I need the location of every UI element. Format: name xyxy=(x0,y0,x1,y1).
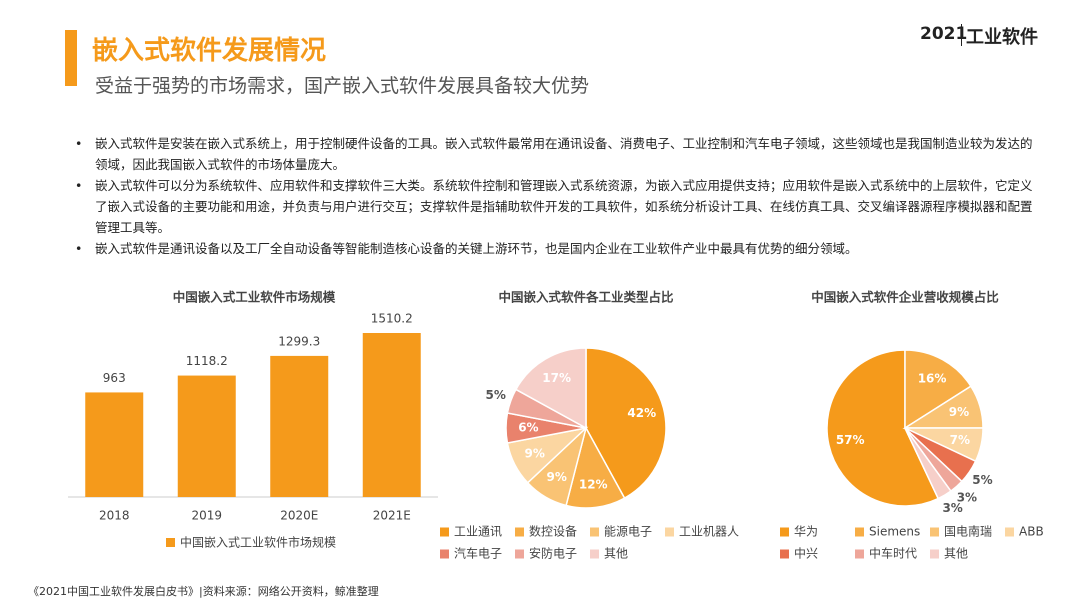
legend-label: ABB xyxy=(1019,525,1044,539)
value-label: 1299.3 xyxy=(278,334,320,348)
legend-swatch xyxy=(590,527,599,537)
chart-title: 中国嵌入式工业软件市场规模 xyxy=(173,290,336,305)
pie-slice xyxy=(904,427,952,500)
legend-label: 国电南瑞 xyxy=(944,524,992,539)
value-label: 963 xyxy=(103,371,126,385)
value-label: 7% xyxy=(950,433,970,447)
logo-year: 2021 xyxy=(920,24,968,44)
value-label: 16% xyxy=(918,371,947,385)
value-label: 3% xyxy=(942,501,962,515)
logo-text: 工业软件 xyxy=(966,27,1038,48)
legend-label: 安防电子 xyxy=(529,546,577,561)
x-tick-label: 2021E xyxy=(373,509,411,523)
bullet-list: 嵌入式软件是安装在嵌入式系统上，用于控制硬件设备的工具。嵌入式软件最常用在通讯设… xyxy=(75,133,1035,259)
value-label: 6% xyxy=(518,421,538,435)
legend-label: 数控设备 xyxy=(529,524,577,539)
bar xyxy=(85,392,144,497)
value-label: 12% xyxy=(579,478,608,492)
bar xyxy=(362,333,421,497)
value-label: 42% xyxy=(627,406,656,420)
value-label: 1510.2 xyxy=(371,312,413,326)
legend-label: 其他 xyxy=(604,547,628,561)
legend-label: Siemens xyxy=(869,525,920,539)
legend-label: 其他 xyxy=(944,547,968,561)
value-label: 9% xyxy=(949,405,969,419)
legend-swatch xyxy=(665,527,674,537)
value-label: 57% xyxy=(836,433,865,447)
value-label: 5% xyxy=(972,473,992,487)
pie-slice xyxy=(514,347,587,430)
footer: 《2021中国工业软件发展白皮书》|资料来源：网络公开资料，鲸准整理 xyxy=(28,585,379,598)
value-label: 1118.2 xyxy=(186,354,228,368)
legend-swatch xyxy=(590,549,599,559)
pie-slice xyxy=(904,349,972,430)
legend-label: 工业通讯 xyxy=(454,525,502,539)
legend-swatch xyxy=(780,527,789,537)
legend-label: 汽车电子 xyxy=(454,546,502,561)
x-tick-label: 2020E xyxy=(280,509,318,523)
bullet: 嵌入式软件是通讯设备以及工厂全自动设备等智能制造核心设备的关键上游环节，也是国内… xyxy=(75,238,1035,259)
bullet: 嵌入式软件是安装在嵌入式系统上，用于控制硬件设备的工具。嵌入式软件最常用在通讯设… xyxy=(75,133,1035,175)
x-tick-label: 2018 xyxy=(99,509,130,523)
legend-swatch xyxy=(515,549,524,559)
legend-swatch xyxy=(515,527,524,537)
chart-title: 中国嵌入式软件企业营收规模占比 xyxy=(811,290,999,305)
pie-slice xyxy=(826,349,940,507)
legend-swatch xyxy=(855,527,864,537)
bar xyxy=(177,375,236,497)
value-label: 3% xyxy=(957,491,977,505)
legend-swatch xyxy=(1005,527,1014,537)
legend-swatch xyxy=(166,538,175,547)
legend-swatch xyxy=(930,549,939,559)
subtitle: 受益于强势的市场需求，国产嵌入式软件发展具备较大优势 xyxy=(95,75,590,97)
value-label: 9% xyxy=(546,470,566,484)
bullet: 嵌入式软件可以分为系统软件、应用软件和支撑软件三大类。系统软件控制和管理嵌入式系… xyxy=(75,175,1035,238)
title: 嵌入式软件发展情况 xyxy=(92,36,327,66)
chart-title: 中国嵌入式软件各工业类型占比 xyxy=(498,290,674,305)
legend-label: 能源电子 xyxy=(604,525,652,539)
legend-label: 工业机器人 xyxy=(679,525,739,539)
value-label: 5% xyxy=(485,388,505,402)
legend-label: 中兴 xyxy=(794,546,818,561)
legend-label: 华为 xyxy=(794,525,818,539)
title-bar xyxy=(65,30,77,86)
legend-swatch xyxy=(930,527,939,537)
bar xyxy=(270,355,329,497)
legend-swatch xyxy=(780,549,789,559)
value-label: 17% xyxy=(542,371,571,385)
legend-swatch xyxy=(855,549,864,559)
legend-swatch xyxy=(440,549,449,559)
legend-swatch xyxy=(440,527,449,537)
legend-label: 中车时代 xyxy=(869,546,917,561)
pie-slice xyxy=(585,347,667,500)
pie-slice xyxy=(565,425,626,509)
x-tick-label: 2019 xyxy=(191,509,222,523)
legend-label: 中国嵌入式工业软件市场规模 xyxy=(180,535,336,550)
logo-divider xyxy=(961,24,962,46)
value-label: 9% xyxy=(524,447,544,461)
